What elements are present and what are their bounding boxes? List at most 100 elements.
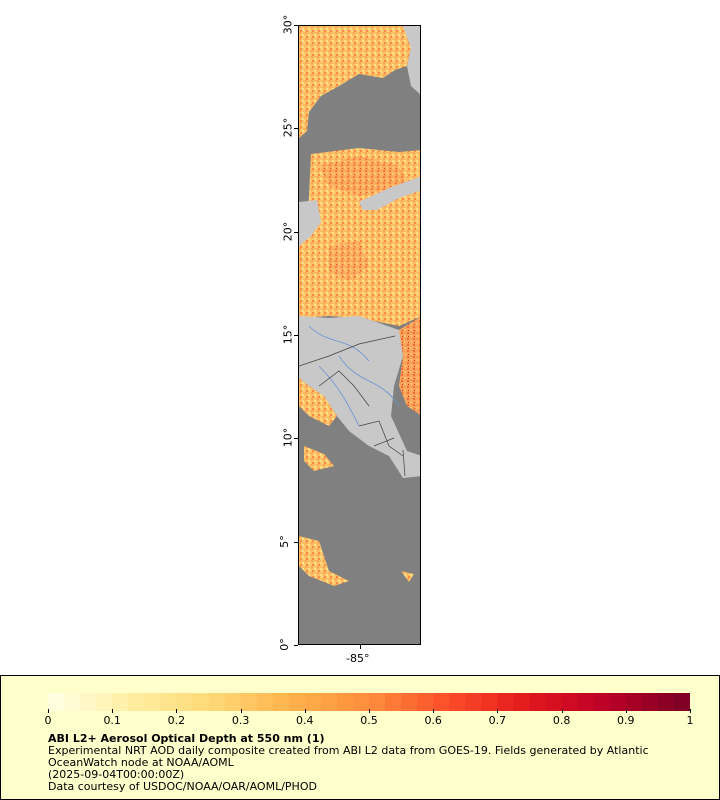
colorbar-swatch — [497, 693, 514, 711]
aod-pacific-coast — [299, 378, 337, 426]
colorbar-tick — [561, 709, 563, 713]
y-tick-label: 15° — [281, 324, 295, 345]
y-tick-label: 5° — [277, 534, 291, 548]
aod-pacific-patch — [304, 446, 334, 471]
aod-map — [299, 26, 420, 644]
aod-high-patch — [319, 156, 409, 196]
y-tick — [294, 335, 298, 336]
colorbar-swatch — [673, 693, 690, 711]
colorbar-label: 0 — [44, 714, 52, 727]
colorbar-swatch — [48, 693, 65, 711]
colorbar-swatch — [545, 693, 563, 711]
legend-description: Experimental NRT AOD daily composite cre… — [48, 744, 649, 769]
colorbar-swatch — [224, 693, 242, 711]
land-florida — [403, 26, 420, 95]
x-tick-label: -85° — [346, 652, 370, 665]
colorbar-swatch — [561, 693, 579, 711]
colorbar-swatch — [657, 693, 675, 711]
rivers — [308, 325, 400, 427]
colorbar-swatch — [80, 693, 97, 711]
colorbar-tick — [433, 709, 435, 713]
colorbar-swatch — [577, 693, 595, 711]
colorbar-swatch — [96, 693, 113, 711]
colorbar-label: 0.8 — [552, 714, 571, 727]
aod-caribbean-coast — [399, 317, 420, 415]
aod-high-patch-2 — [329, 241, 369, 281]
legend-panel: 0 0.1 0.2 0.3 0.4 0.5 0.6 0.7 0.8 0.9 1 ABI L2+ Ae… — [0, 675, 720, 800]
colorbar-swatch — [320, 693, 338, 711]
colorbar-swatch — [433, 693, 450, 711]
colorbar-swatch — [625, 693, 643, 711]
map-panel[interactable] — [298, 25, 421, 645]
colorbar-swatch — [208, 693, 226, 711]
colorbar-swatch — [128, 693, 145, 711]
colorbar-swatch — [112, 693, 129, 711]
colorbar-tick — [304, 709, 306, 713]
land-yucatan — [299, 200, 321, 246]
colorbar-swatch — [529, 693, 547, 711]
y-tick — [294, 645, 298, 646]
aod-south-patch — [299, 536, 349, 586]
y-tick-label: 20° — [281, 221, 295, 241]
colorbar-swatch — [417, 693, 434, 711]
colorbar-swatch — [481, 693, 498, 711]
colorbar-swatch — [641, 693, 659, 711]
colorbar-tick — [48, 709, 49, 713]
borders — [299, 335, 406, 477]
y-tick — [294, 231, 298, 233]
y-tick — [294, 541, 298, 543]
y-tick — [294, 25, 298, 26]
colorbar-swatch — [176, 693, 193, 711]
colorbar-swatch — [449, 693, 466, 711]
aod-south-patch-2 — [401, 571, 414, 582]
legend-title: ABI L2+ Aerosol Optical Depth at 550 nm … — [48, 732, 325, 745]
colorbar-tick — [240, 709, 242, 713]
colorbar-swatch — [513, 693, 530, 711]
aod-north-region — [299, 26, 420, 138]
colorbar-swatch — [144, 693, 161, 711]
y-tick — [294, 438, 298, 440]
legend-date: (2025-09-04T00:00:00Z) — [48, 768, 185, 781]
colorbar-tick — [690, 709, 691, 713]
colorbar-swatch — [240, 693, 258, 711]
colorbar-label: 0.7 — [488, 714, 507, 727]
land-central-america — [299, 316, 420, 478]
colorbar-swatch — [465, 693, 482, 711]
colorbar-swatch — [272, 693, 290, 711]
colorbar-tick — [176, 709, 178, 713]
colorbar-swatch — [609, 693, 627, 711]
y-tick-label: 25° — [281, 118, 295, 138]
colorbar-swatch — [192, 693, 209, 711]
colorbar-swatch — [64, 693, 81, 711]
colorbar-swatch — [352, 693, 370, 711]
land-cuba — [359, 176, 420, 210]
colorbar-swatch — [304, 693, 322, 711]
y-tick-label: 0° — [277, 638, 291, 651]
colorbar-label: 0.9 — [617, 714, 635, 727]
y-tick-label: 30° — [281, 14, 295, 35]
x-tick — [360, 645, 361, 649]
colorbar-swatch — [288, 693, 306, 711]
colorbar-tick — [112, 709, 114, 713]
colorbar-tick — [369, 709, 370, 713]
colorbar-swatch — [256, 693, 274, 711]
legend-credit: Data courtesy of USDOC/NOAA/OAR/AOML/PHO… — [48, 780, 317, 793]
colorbar-label: 1 — [686, 714, 694, 727]
y-tick-label: 10° — [281, 428, 295, 448]
colorbar-swatch — [160, 693, 177, 711]
colorbar-swatch — [369, 693, 386, 711]
colorbar — [48, 693, 690, 711]
colorbar-label: 0.6 — [424, 714, 442, 727]
colorbar-tick — [497, 709, 499, 713]
legend-text: ABI L2+ Aerosol Optical Depth at 550 nm … — [48, 733, 688, 793]
y-tick — [294, 128, 298, 130]
colorbar-label: 0.2 — [167, 714, 186, 727]
colorbar-swatch — [401, 693, 418, 711]
colorbar-swatch — [593, 693, 611, 711]
colorbar-label: 0.1 — [103, 714, 121, 727]
colorbar-label: 0.3 — [231, 714, 250, 727]
colorbar-label: 0.5 — [360, 714, 378, 727]
colorbar-swatch — [336, 693, 354, 711]
colorbar-label: 0.4 — [296, 714, 314, 727]
colorbar-tick — [625, 709, 627, 713]
